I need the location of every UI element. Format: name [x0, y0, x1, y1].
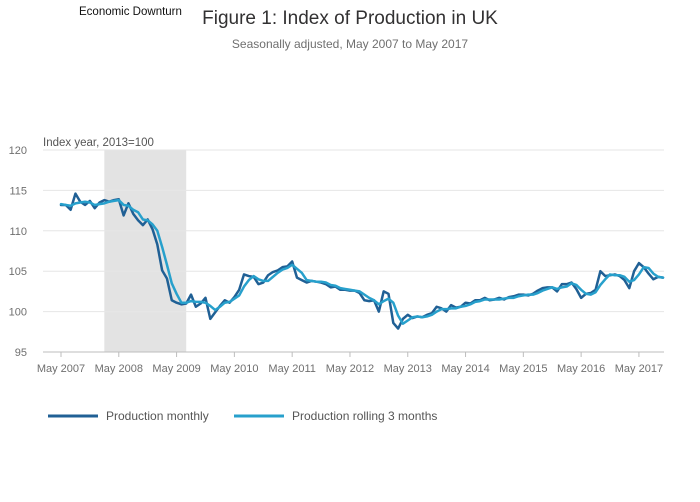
downturn-label: Economic Downturn [79, 6, 182, 18]
x-tick-label: May 2017 [615, 363, 663, 375]
y-tick-label: 115 [9, 185, 27, 197]
legend: Production monthly Production rolling 3 … [48, 409, 437, 423]
x-tick-label: May 2012 [326, 363, 374, 375]
downturn-region [104, 150, 187, 352]
series-line-rolling [59, 198, 665, 325]
x-tick-label: May 2013 [384, 363, 432, 375]
y-tick-label: 105 [9, 266, 27, 278]
gridlines [43, 149, 664, 353]
x-axis-ticks: May 2007 May 2008 May 2009 May 2010 May 2011… [37, 352, 663, 375]
y-tick-label: 100 [9, 307, 27, 319]
legend-label-monthly: Production monthly [106, 409, 209, 423]
x-tick-label: May 2009 [152, 363, 200, 375]
x-tick-label: May 2016 [557, 363, 605, 375]
x-tick-label: May 2008 [95, 363, 143, 375]
series-line-monthly [59, 192, 665, 330]
legend-label-rolling: Production rolling 3 months [292, 409, 437, 423]
downturn-shading [104, 150, 187, 352]
x-tick-label: May 2014 [441, 363, 489, 375]
x-tick-label: May 2010 [210, 363, 258, 375]
chart-subtitle: Seasonally adjusted, May 2007 to May 201… [232, 37, 468, 51]
y-tick-label: 110 [9, 226, 27, 238]
y-axis-ticks: 95 100 105 110 115 120 [9, 145, 27, 359]
x-tick-label: May 2015 [499, 363, 547, 375]
chart-title: Figure 1: Index of Production in UK [202, 8, 498, 29]
series-lines [59, 192, 665, 330]
x-tick-label: May 2011 [268, 363, 316, 375]
y-tick-label: 120 [9, 145, 27, 157]
y-axis-label: Index year, 2013=100 [43, 137, 154, 149]
x-tick-label: May 2007 [37, 363, 85, 375]
y-tick-label: 95 [15, 347, 27, 359]
